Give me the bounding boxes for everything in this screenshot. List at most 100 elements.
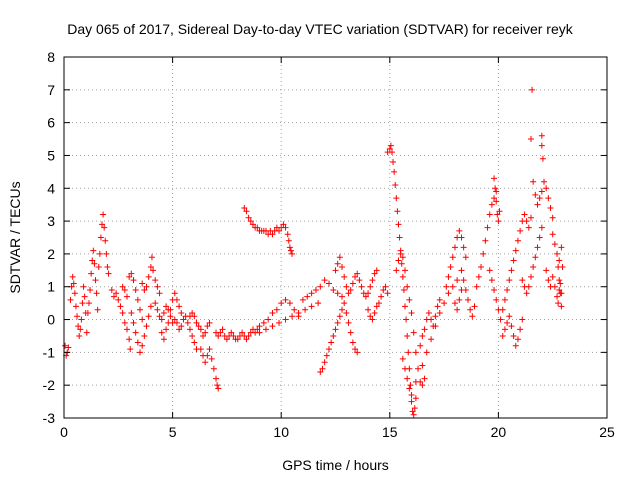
data-point <box>234 336 241 343</box>
data-point <box>193 319 200 326</box>
data-point <box>369 277 376 284</box>
data-point <box>547 204 554 211</box>
data-point <box>373 303 380 310</box>
data-point <box>67 296 74 303</box>
y-tick-label: 1 <box>47 279 55 295</box>
data-point <box>243 208 250 215</box>
data-point <box>214 382 221 389</box>
data-point <box>78 316 85 323</box>
data-point <box>178 309 185 316</box>
data-point <box>343 283 350 290</box>
data-point <box>391 168 398 175</box>
data-point <box>530 178 537 185</box>
data-point <box>467 306 474 313</box>
data-point <box>352 346 359 353</box>
data-point <box>551 241 558 248</box>
data-point <box>406 296 413 303</box>
y-tick-label: 3 <box>47 213 55 229</box>
data-point <box>556 257 563 264</box>
data-point <box>99 221 106 228</box>
data-point <box>126 336 133 343</box>
data-point <box>354 270 361 277</box>
data-point <box>384 290 391 297</box>
data-point <box>402 303 409 310</box>
data-point <box>139 280 146 287</box>
data-point <box>280 221 287 228</box>
data-point <box>493 188 500 195</box>
data-point <box>256 329 263 336</box>
data-point <box>70 280 77 287</box>
data-point <box>514 237 521 244</box>
data-point <box>386 145 393 152</box>
data-point <box>80 283 87 290</box>
data-point <box>425 309 432 316</box>
data-point <box>419 382 426 389</box>
data-point <box>538 142 545 149</box>
data-point <box>371 270 378 277</box>
data-point <box>445 290 452 297</box>
data-point <box>512 342 519 349</box>
data-point <box>249 221 256 228</box>
data-point <box>176 326 183 333</box>
data-point <box>373 267 380 274</box>
y-tick-label: 0 <box>47 312 55 328</box>
data-point <box>89 257 96 264</box>
data-point <box>260 319 267 326</box>
data-point <box>200 332 207 339</box>
data-point <box>451 300 458 307</box>
data-point <box>269 309 276 316</box>
data-point <box>421 375 428 382</box>
data-point <box>286 244 293 251</box>
data-point <box>527 273 534 280</box>
data-point <box>428 316 435 323</box>
data-point <box>79 300 86 307</box>
data-point <box>145 313 152 320</box>
data-point <box>504 319 511 326</box>
data-point <box>336 313 343 320</box>
data-point <box>163 303 170 310</box>
x-tick-label: 10 <box>273 424 289 440</box>
data-point <box>213 375 220 382</box>
data-point <box>186 326 193 333</box>
data-point <box>92 277 99 284</box>
data-point <box>308 303 315 310</box>
data-point <box>449 254 456 261</box>
data-point <box>87 287 94 294</box>
data-point <box>189 309 196 316</box>
data-point <box>404 332 411 339</box>
data-point <box>534 244 541 251</box>
data-point <box>506 313 513 320</box>
data-point <box>328 339 335 346</box>
data-point <box>530 264 537 271</box>
data-point <box>96 250 103 257</box>
data-point <box>65 344 72 351</box>
data-point <box>436 296 443 303</box>
x-tick-label: 5 <box>169 424 177 440</box>
data-point <box>278 300 285 307</box>
data-point <box>380 287 387 294</box>
data-point <box>148 254 155 261</box>
data-point <box>447 264 454 271</box>
data-point <box>521 211 528 218</box>
data-point <box>506 277 513 284</box>
data-point <box>462 287 469 294</box>
data-point <box>478 264 485 271</box>
data-point <box>282 296 289 303</box>
data-point <box>134 296 141 303</box>
data-point <box>407 382 414 389</box>
data-point <box>558 244 565 251</box>
data-point <box>408 309 415 316</box>
data-point <box>456 227 463 234</box>
data-point <box>334 290 341 297</box>
data-point <box>436 309 443 316</box>
data-point <box>334 319 341 326</box>
data-point <box>352 273 359 280</box>
data-point <box>434 303 441 310</box>
data-point <box>91 260 98 267</box>
data-point <box>180 316 187 323</box>
data-point <box>554 293 561 300</box>
data-point <box>510 257 517 264</box>
data-point <box>458 267 465 274</box>
data-point <box>139 342 146 349</box>
